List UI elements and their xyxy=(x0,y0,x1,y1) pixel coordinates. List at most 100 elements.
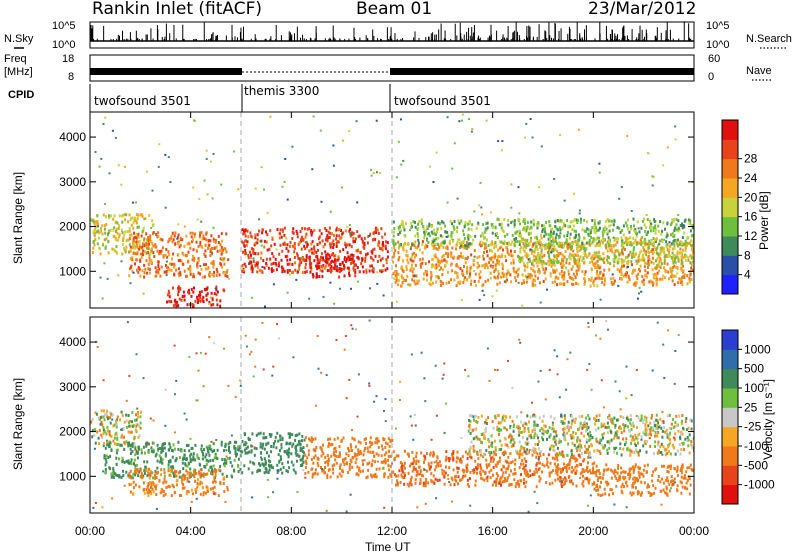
data-cell xyxy=(514,462,517,466)
data-cell xyxy=(676,266,679,269)
data-cell xyxy=(131,420,133,424)
data-cell xyxy=(549,241,552,245)
data-cell xyxy=(489,276,492,280)
data-cell xyxy=(98,442,100,445)
data-cell xyxy=(130,216,133,220)
scatter-cell xyxy=(135,201,137,204)
data-cell xyxy=(409,258,412,262)
data-cell xyxy=(583,470,586,474)
data-cell xyxy=(171,455,174,459)
data-cell xyxy=(540,249,543,253)
data-cell xyxy=(676,250,679,254)
scatter-cell xyxy=(375,171,378,174)
data-cell xyxy=(390,473,393,477)
data-cell xyxy=(608,219,611,223)
data-cell xyxy=(630,253,633,256)
data-cell xyxy=(215,288,218,292)
data-cell xyxy=(315,275,318,279)
data-cell xyxy=(616,259,619,263)
scatter-cell xyxy=(500,149,503,152)
data-cell xyxy=(407,261,410,265)
data-cell xyxy=(134,447,137,451)
data-cell xyxy=(357,473,360,477)
data-cell xyxy=(652,242,655,246)
scatter-cell xyxy=(550,251,553,254)
data-cell xyxy=(208,244,211,248)
data-cell xyxy=(250,234,253,238)
data-cell xyxy=(199,472,202,476)
data-cell xyxy=(524,243,527,247)
data-cell xyxy=(392,239,395,243)
data-cell xyxy=(593,239,596,243)
data-cell xyxy=(529,474,532,478)
scatter-cell xyxy=(259,240,262,243)
data-cell xyxy=(317,237,320,241)
data-cell xyxy=(305,462,308,466)
data-cell xyxy=(475,226,478,230)
data-cell xyxy=(365,437,367,441)
data-cell xyxy=(449,219,452,223)
data-cell xyxy=(643,217,646,221)
data-cell xyxy=(145,259,148,263)
data-cell xyxy=(384,247,387,251)
data-cell xyxy=(200,447,203,451)
data-cell xyxy=(199,243,202,247)
data-cell xyxy=(414,240,417,244)
data-cell xyxy=(692,251,694,255)
data-cell xyxy=(188,475,191,479)
scatter-cell xyxy=(266,211,269,214)
scatter-cell xyxy=(272,283,275,286)
data-cell xyxy=(376,228,379,232)
data-cell xyxy=(503,218,506,221)
data-cell xyxy=(302,446,305,449)
data-cell xyxy=(349,227,352,231)
data-cell xyxy=(299,230,302,233)
data-cell xyxy=(651,280,654,284)
data-cell xyxy=(502,272,505,276)
data-cell xyxy=(145,251,148,255)
data-cell xyxy=(450,476,453,480)
data-cell xyxy=(519,240,522,243)
data-cell xyxy=(659,250,662,254)
data-cell xyxy=(299,449,302,452)
data-cell xyxy=(549,274,552,278)
data-cell xyxy=(529,276,532,280)
data-cell xyxy=(674,226,677,230)
data-cell xyxy=(281,249,284,253)
data-cell xyxy=(189,467,192,471)
data-cell xyxy=(228,450,231,454)
data-cell xyxy=(135,424,138,428)
data-cell xyxy=(483,230,486,234)
data-cell xyxy=(125,440,128,444)
data-cell xyxy=(492,260,495,264)
data-cell xyxy=(256,469,259,473)
data-cell xyxy=(197,245,200,249)
data-cell xyxy=(283,233,286,237)
data-cell xyxy=(507,253,510,256)
data-cell xyxy=(691,224,694,228)
data-cell xyxy=(308,255,311,259)
data-cell xyxy=(666,254,669,258)
data-cell xyxy=(110,412,113,416)
scatter-cell xyxy=(396,300,398,303)
data-cell xyxy=(178,475,181,479)
data-cell xyxy=(202,263,205,267)
data-cell xyxy=(140,410,143,414)
data-cell xyxy=(357,448,360,452)
data-cell xyxy=(416,279,419,283)
cpid-segment-3: twofsound 3501 xyxy=(394,94,491,108)
data-cell xyxy=(106,441,109,445)
data-cell xyxy=(132,251,135,255)
data-cell xyxy=(197,457,200,460)
data-cell xyxy=(269,460,272,464)
data-cell xyxy=(602,273,605,277)
data-cell xyxy=(93,433,96,437)
data-cell xyxy=(327,263,330,267)
data-cell xyxy=(176,235,179,239)
data-cell xyxy=(410,255,413,259)
data-cell xyxy=(331,464,334,468)
data-cell xyxy=(315,272,318,276)
scatter-cell xyxy=(108,172,111,175)
data-cell xyxy=(616,261,619,265)
data-cell xyxy=(132,239,135,243)
